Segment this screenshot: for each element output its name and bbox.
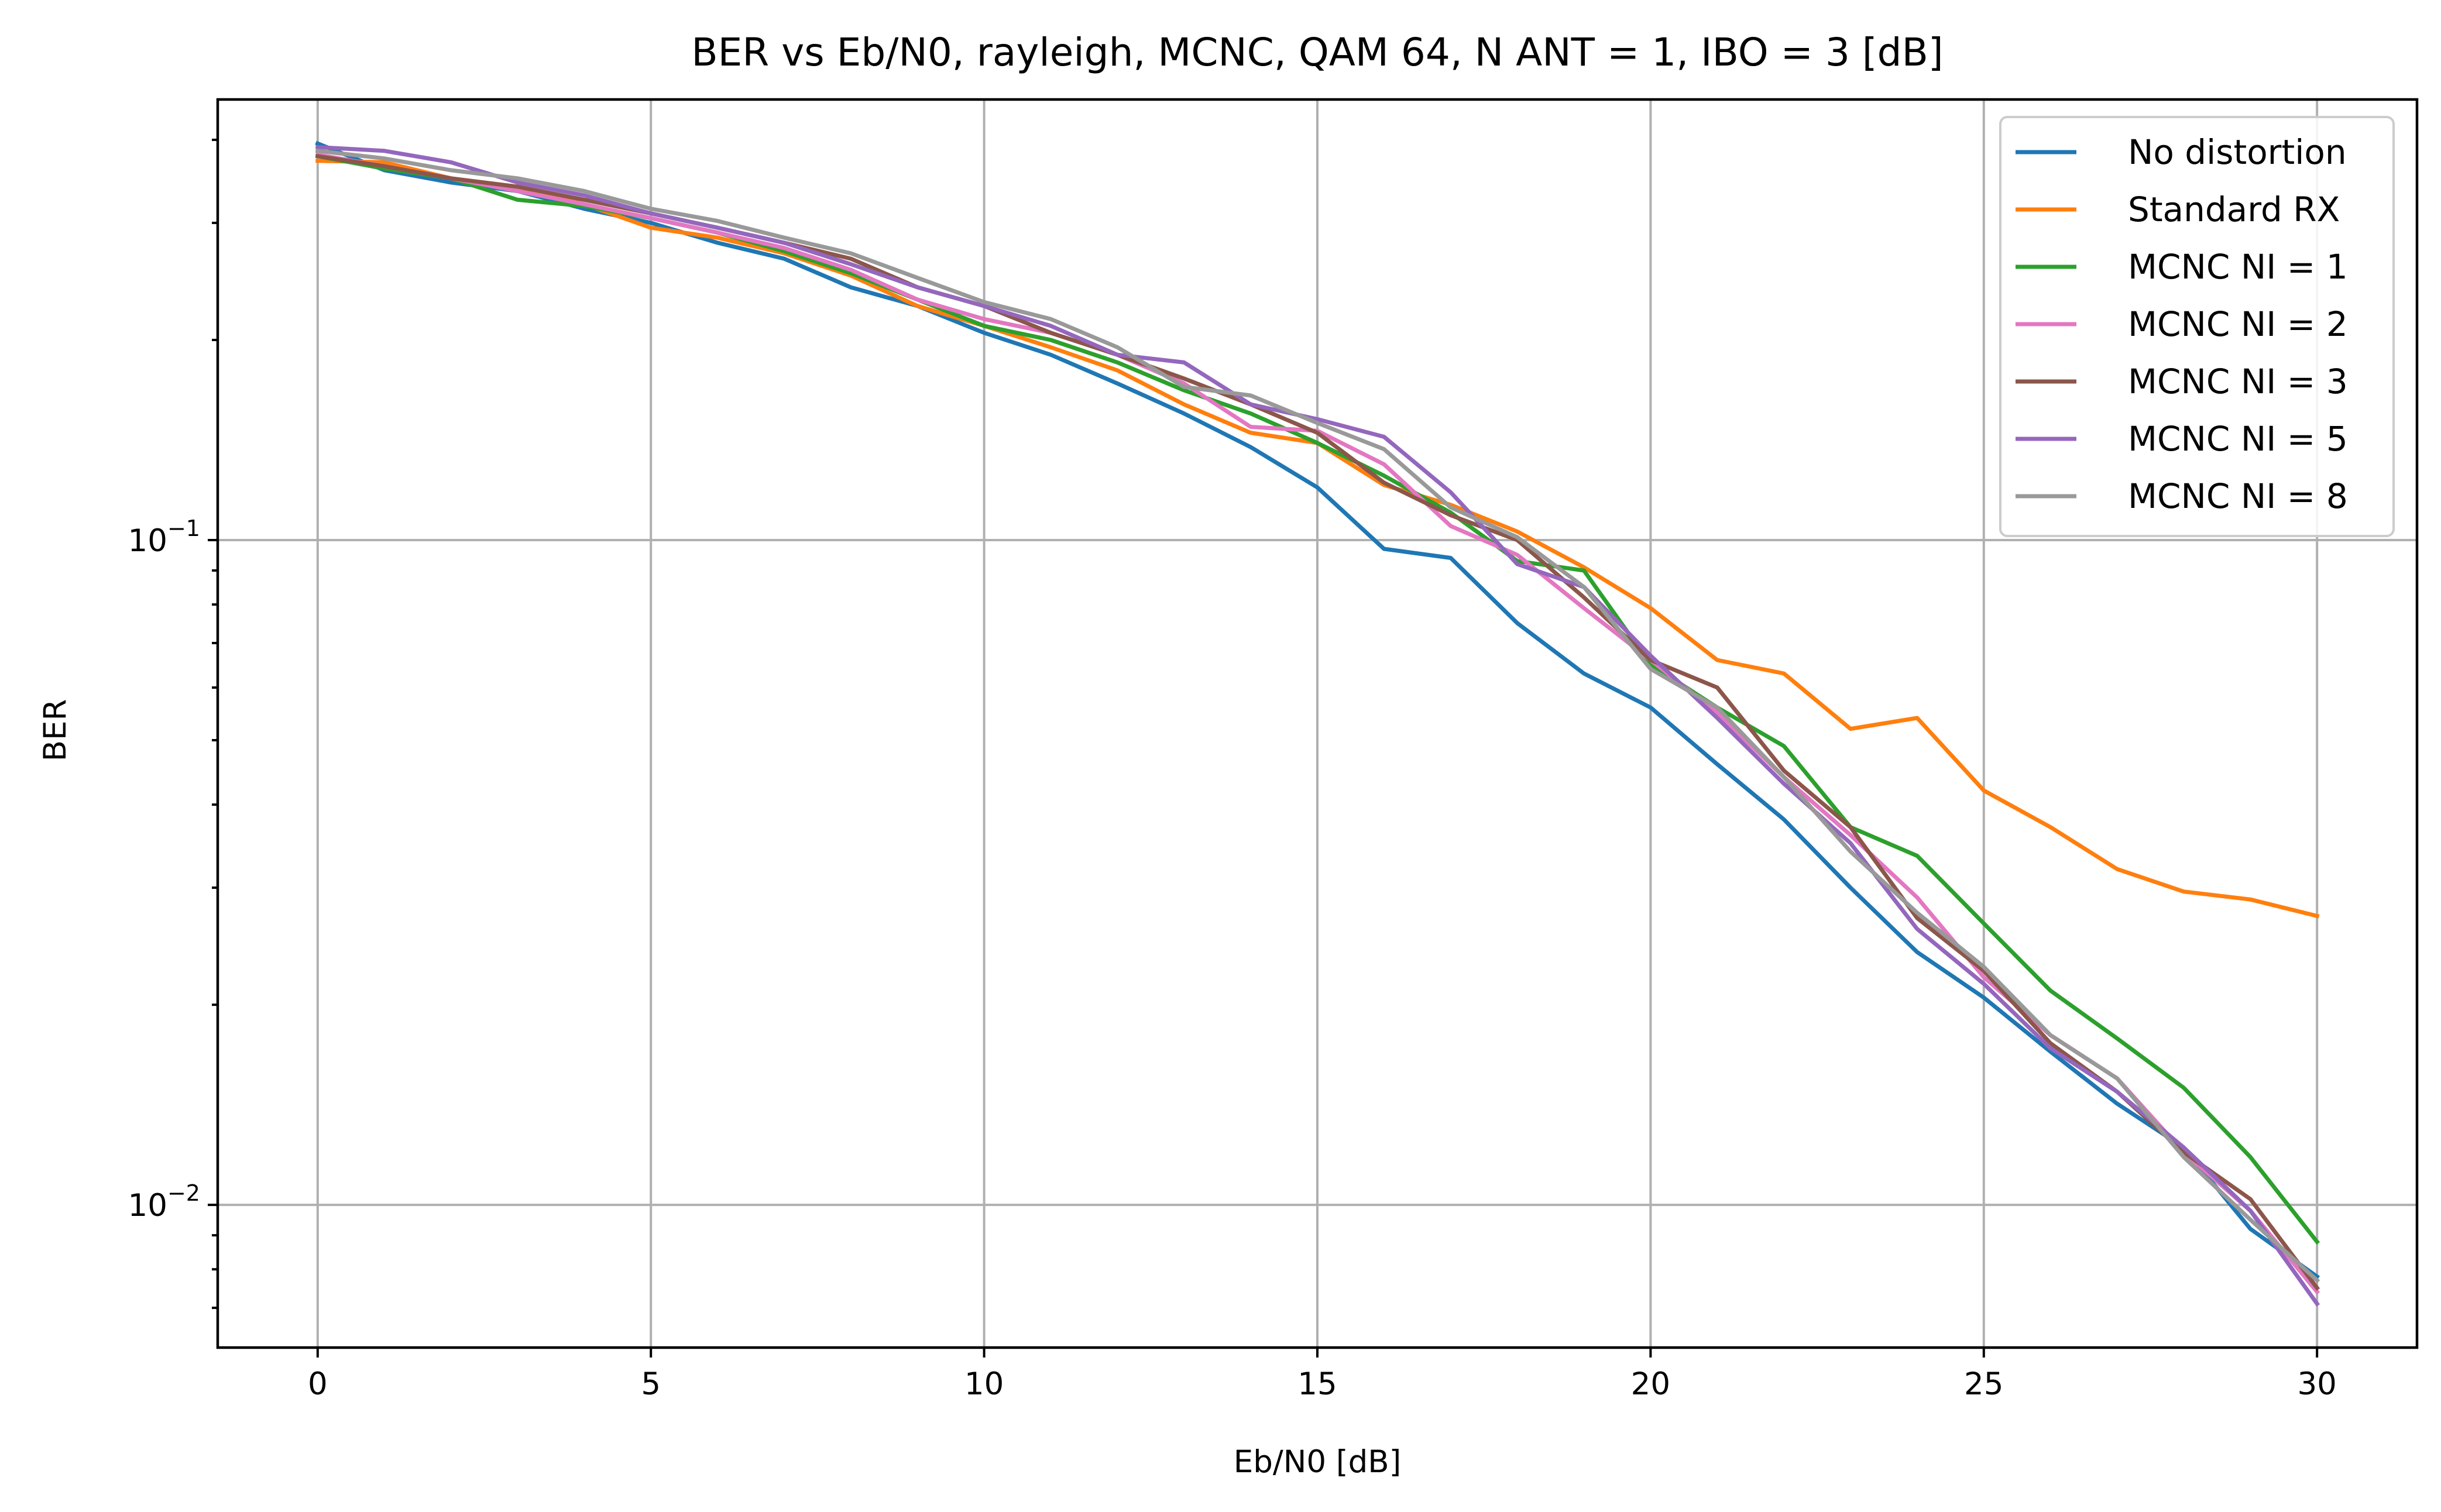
plot-frame [216, 98, 2419, 1349]
x-axis-label: Eb/N0 [dB] [1234, 1444, 1402, 1480]
x-tick-label: 0 [308, 1366, 328, 1402]
series-line-mcnc-ni-8 [315, 148, 2320, 1284]
legend-label: MCNC NI = 8 [2128, 476, 2348, 516]
series-lines [315, 140, 2320, 1307]
axis-ticks: 0 5 10 15 20 25 30 10−2 10−1 [128, 138, 2337, 1402]
x-tick-label: 15 [1297, 1366, 1337, 1402]
x-tick-label: 20 [1631, 1366, 1670, 1402]
x-tick-label: 25 [1964, 1366, 2003, 1402]
legend-label: No distortion [2128, 132, 2347, 172]
legend-label: MCNC NI = 3 [2128, 362, 2348, 401]
legend: No distortion Standard RX MCNC NI = 1 MCNC … [1999, 116, 2395, 537]
x-tick-label: 30 [2297, 1366, 2336, 1402]
legend-label: Standard RX [2128, 190, 2340, 229]
y-tick-label: 10−2 [128, 1180, 200, 1224]
legend-label: MCNC NI = 1 [2128, 247, 2348, 287]
y-axis-label: BER [37, 699, 73, 762]
legend-label: MCNC NI = 2 [2128, 304, 2348, 344]
legend-label: MCNC NI = 5 [2128, 419, 2348, 459]
series-line-no-distortion [315, 140, 2320, 1280]
x-tick-label: 10 [964, 1366, 1004, 1402]
series-line-mcnc-ni-5 [315, 145, 2320, 1307]
chart-title: BER vs Eb/N0, rayleigh, MCNC, QAM 64, N … [691, 30, 1943, 75]
y-tick-label: 10−1 [128, 516, 200, 559]
legend-box [1999, 116, 2395, 537]
x-tick-label: 5 [641, 1366, 661, 1402]
